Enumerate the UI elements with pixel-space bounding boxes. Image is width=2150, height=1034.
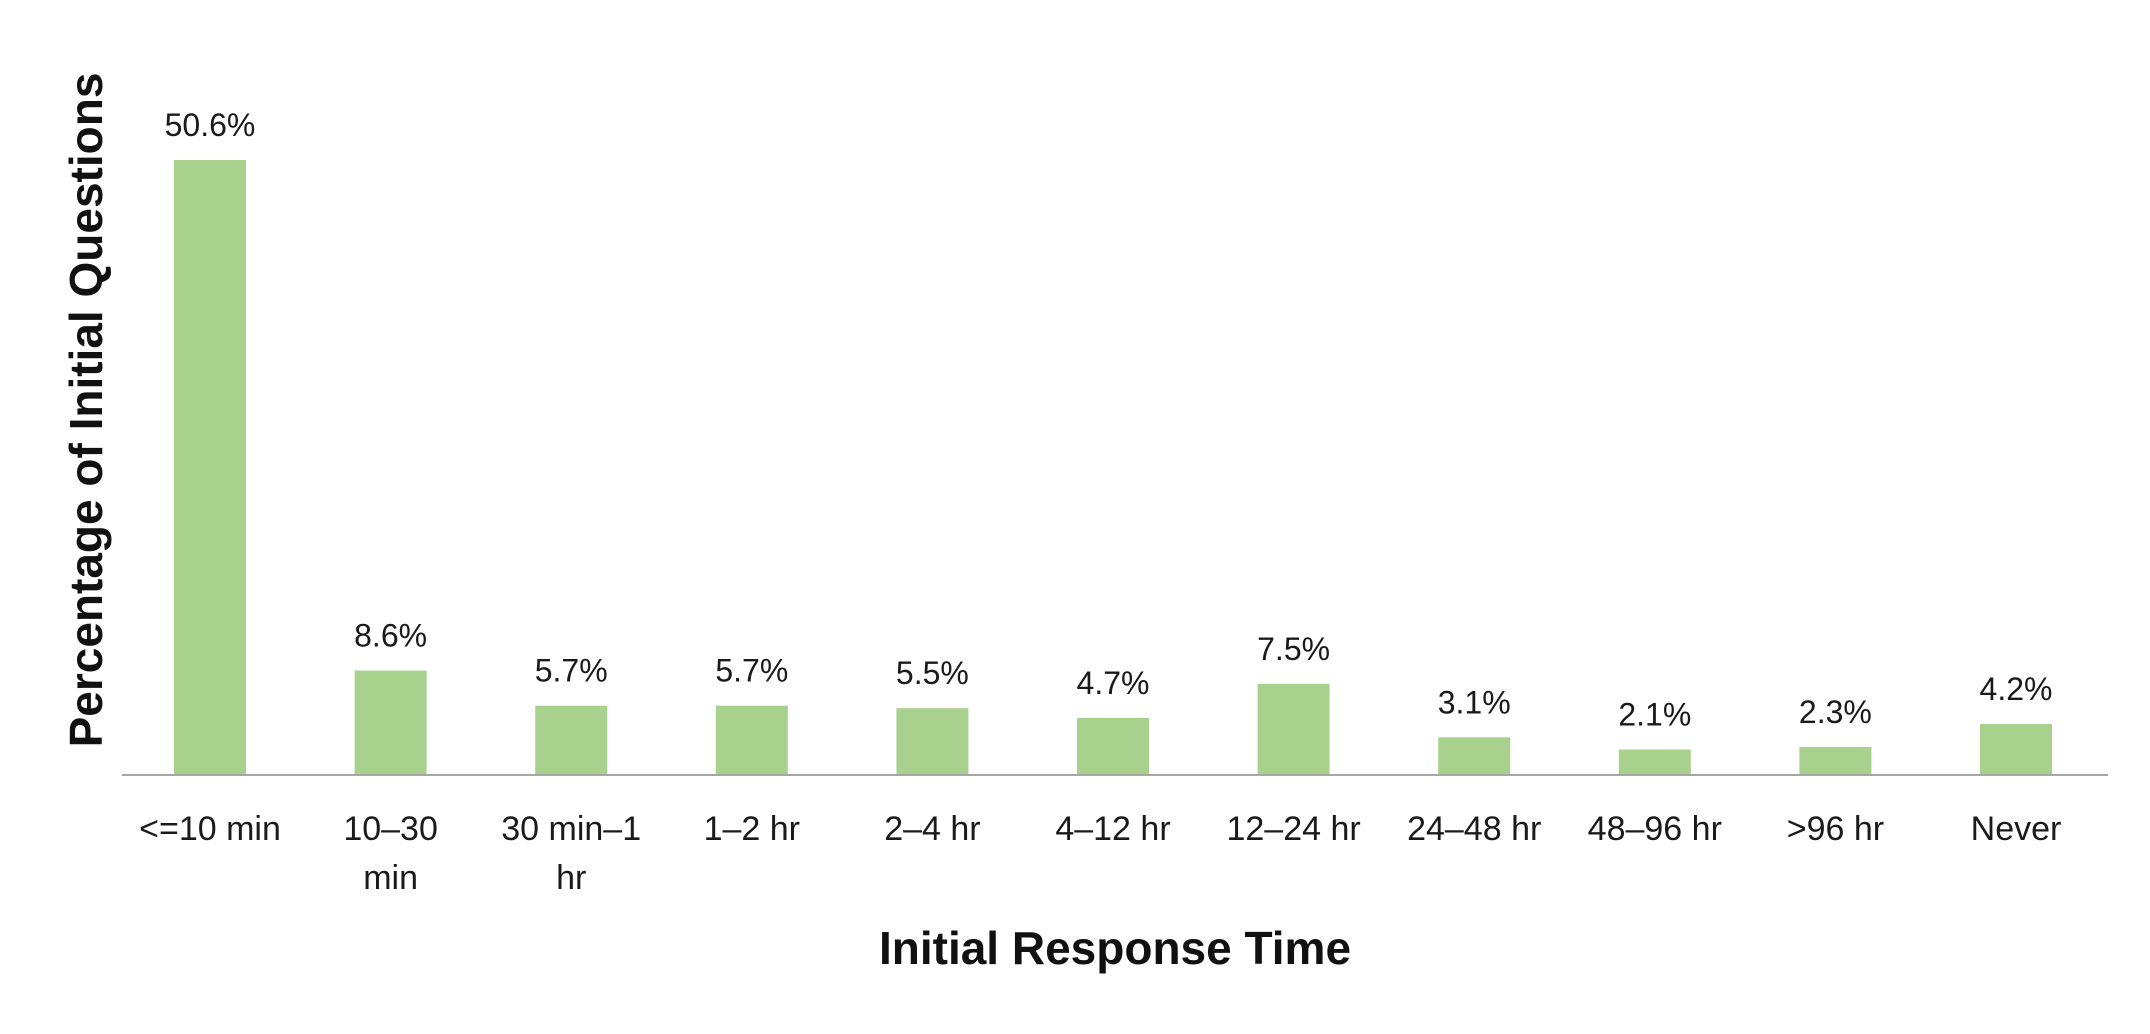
bar-0 [174, 160, 246, 775]
x-tick-label-7: 24–48 hr [1407, 810, 1541, 848]
x-tick-label-6: 12–24 hr [1226, 810, 1360, 848]
data-label-1: 8.6% [354, 618, 427, 654]
data-label-10: 4.2% [1980, 671, 2053, 707]
data-label-2: 5.7% [535, 653, 608, 689]
bar-9 [1799, 747, 1872, 775]
data-label-8: 2.1% [1618, 697, 1691, 733]
data-label-6: 7.5% [1257, 631, 1330, 667]
data-label-3: 5.7% [715, 653, 788, 689]
bar-3 [715, 705, 788, 775]
x-tick-label-line: 48–96 hr [1588, 810, 1722, 848]
x-tick-label-4: 2–4 hr [884, 810, 980, 848]
x-tick-label-line: 1–2 hr [704, 810, 800, 848]
data-label-5: 4.7% [1077, 665, 1150, 701]
x-tick-label-line: >96 hr [1787, 810, 1884, 848]
x-tick-label-line: 30 min–1 [501, 810, 641, 848]
x-tick-label-line: <=10 min [139, 810, 281, 848]
data-labels-layer: 50.6% 8.6% 5.7% 5.7% 5.5% 4.7% 7.5% 3.1% 2.1% 2.3… [165, 107, 2053, 733]
x-tick-label-9: >96 hr [1787, 810, 1884, 848]
x-tick-label-line: 24–48 hr [1407, 810, 1541, 848]
bar-6 [1257, 683, 1330, 775]
data-label-9: 2.3% [1799, 694, 1872, 730]
x-tick-label-line: hr [556, 859, 586, 897]
bar-2 [535, 705, 608, 775]
bar-5 [1077, 717, 1149, 775]
bar-7 [1438, 737, 1511, 775]
bars-layer [174, 160, 2052, 775]
bar-10 [1980, 724, 2052, 775]
x-tick-label-3: 1–2 hr [704, 810, 800, 848]
x-tick-label-1: 10–30 min [343, 810, 438, 897]
x-tick-label-line: 10–30 [343, 810, 438, 848]
y-axis-title: Percentage of Initial Questions [60, 73, 112, 748]
x-tick-labels: <=10 min 10–30 min 30 min–1 hr 1–2 hr 2–4 hr 4–… [139, 810, 2061, 897]
bar-1 [354, 670, 427, 775]
data-label-4: 5.5% [896, 655, 969, 691]
x-tick-label-0: <=10 min [139, 810, 281, 848]
x-axis-title: Initial Response Time [879, 922, 1351, 974]
x-tick-label-2: 30 min–1 hr [501, 810, 641, 897]
data-label-0: 50.6% [165, 107, 256, 143]
x-tick-label-line: 4–12 hr [1055, 810, 1170, 848]
x-tick-label-line: 2–4 hr [884, 810, 980, 848]
data-label-7: 3.1% [1438, 684, 1511, 720]
bar-8 [1618, 749, 1691, 775]
x-tick-label-line: Never [1971, 810, 2062, 848]
bar-4 [896, 708, 969, 775]
x-tick-label-line: min [363, 859, 418, 897]
x-tick-label-8: 48–96 hr [1588, 810, 1722, 848]
x-tick-label-line: 12–24 hr [1226, 810, 1360, 848]
x-tick-label-10: Never [1971, 810, 2062, 848]
x-tick-label-5: 4–12 hr [1055, 810, 1170, 848]
